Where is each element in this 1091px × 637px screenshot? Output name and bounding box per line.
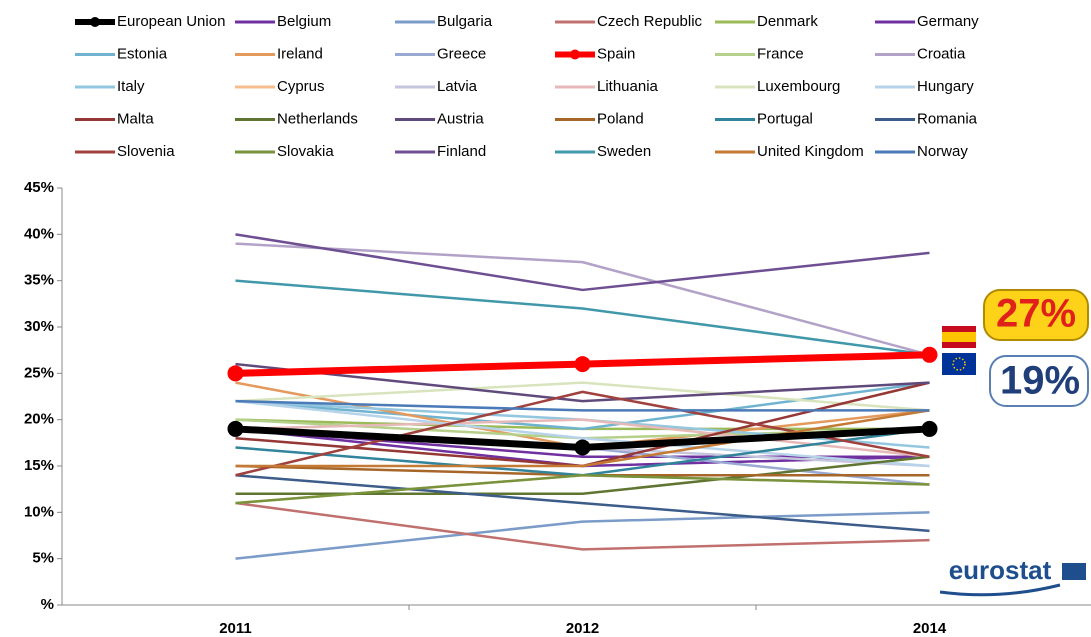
series-line: [235, 409, 930, 468]
x-tick-label: 2012: [566, 620, 599, 637]
legend-label: United Kingdom: [757, 143, 864, 160]
series-line: [235, 501, 930, 551]
series-line: [235, 511, 930, 560]
legend-label: Italy: [117, 78, 145, 95]
legend-label: Sweden: [597, 143, 651, 160]
series-line: [235, 381, 930, 431]
legend-label: Portugal: [757, 110, 813, 127]
series-marker: [227, 420, 244, 437]
eu-flag: [942, 353, 976, 375]
eu-badge-label: 19%: [1000, 359, 1080, 403]
legend-label: Netherlands: [277, 110, 358, 127]
spain-badge: [983, 289, 1089, 341]
series-line: [235, 279, 930, 357]
legend-marker: [570, 49, 580, 60]
legend-label: Germany: [917, 13, 979, 30]
series-line: [235, 474, 930, 505]
series-line: [235, 242, 930, 357]
legend-label: Latvia: [437, 78, 478, 95]
legend-label: France: [757, 45, 804, 62]
series-line: [235, 233, 930, 292]
legend-label: Ireland: [277, 45, 323, 62]
series-line: [235, 474, 930, 505]
legend-label: Cyprus: [277, 78, 325, 95]
legend-label: Luxembourg: [757, 78, 840, 95]
series-line: [235, 381, 930, 412]
series-marker: [574, 356, 591, 373]
x-tick-label: 2014: [913, 620, 947, 637]
y-tick-label: 30%: [24, 318, 54, 335]
y-tick-label: 45%: [24, 179, 54, 196]
legend-label: Czech Republic: [597, 13, 703, 30]
legend-label: Spain: [597, 45, 635, 62]
legend-label: Slovakia: [277, 143, 334, 160]
series-line: [235, 474, 930, 533]
legend-label: Slovenia: [117, 143, 175, 160]
legend-label: Croatia: [917, 45, 966, 62]
eu-badge: [989, 355, 1089, 407]
legend-label: Finland: [437, 143, 486, 160]
eurostat-swoosh: [939, 583, 1061, 597]
legend-label: Bulgaria: [437, 13, 493, 30]
y-tick-label: 25%: [24, 364, 54, 381]
legend-label: Belgium: [277, 13, 331, 30]
series-marker: [921, 420, 938, 437]
x-tick-label: 2011: [219, 620, 252, 637]
legend-label: Greece: [437, 45, 486, 62]
legend-label: Malta: [117, 110, 154, 127]
legend-label: Poland: [597, 110, 644, 127]
legend-label: Norway: [917, 143, 968, 160]
spain-flag-band: [942, 332, 976, 342]
legend-label: Estonia: [117, 45, 168, 62]
legend-label: Denmark: [757, 13, 818, 30]
legend-label: Lithuania: [597, 78, 659, 95]
spain-badge-label: 27%: [996, 292, 1076, 336]
y-tick-label: 20%: [24, 411, 54, 428]
y-tick-label: 40%: [24, 225, 54, 242]
series-marker: [574, 439, 591, 456]
legend-label: Hungary: [917, 78, 974, 95]
series-line: [235, 399, 930, 468]
y-tick-label: %: [41, 596, 54, 613]
flags: [942, 326, 976, 375]
series-line: [235, 399, 930, 412]
series-line: [235, 362, 930, 403]
eurostat-logo: eurostat: [949, 555, 1052, 585]
legend-label: Austria: [437, 110, 484, 127]
y-tick-label: 5%: [32, 550, 54, 567]
eurostat-flag: [1062, 563, 1086, 580]
series-marker: [921, 346, 938, 363]
legend-label: Romania: [917, 110, 978, 127]
eu-stars: [952, 357, 966, 371]
y-tick-label: 10%: [24, 503, 54, 520]
legend-label: European Union: [117, 13, 225, 30]
series-marker: [227, 365, 244, 382]
y-tick-label: 15%: [24, 457, 54, 474]
legend-marker: [90, 17, 100, 27]
y-tick-label: 35%: [24, 272, 54, 289]
